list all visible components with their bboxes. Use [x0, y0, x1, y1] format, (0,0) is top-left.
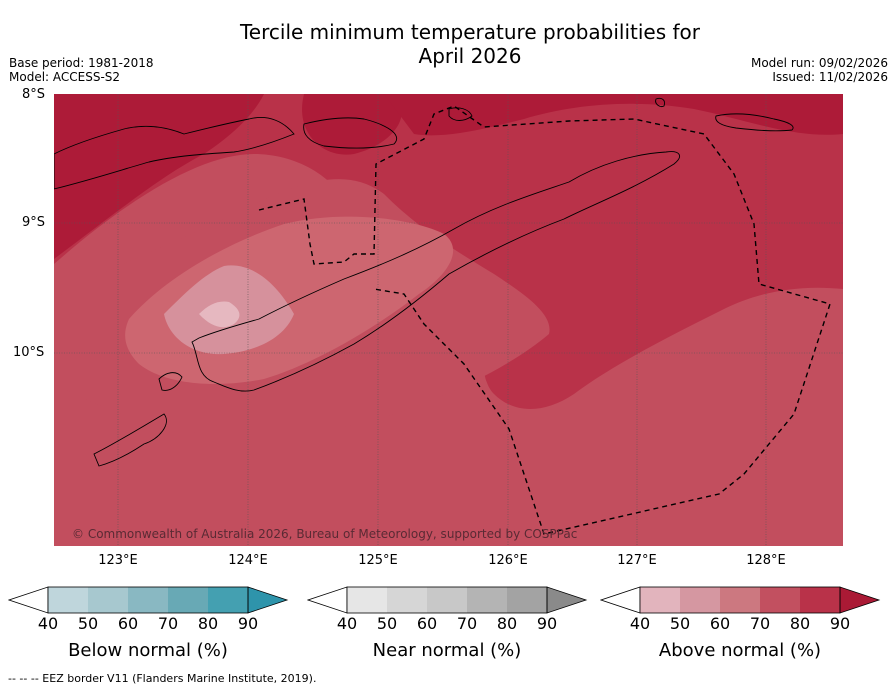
lat-label-10s: 10°S — [13, 345, 45, 360]
colorbar-above-under — [600, 586, 641, 614]
colorbar-near — [307, 586, 588, 614]
tick-above-80: 80 — [789, 614, 811, 633]
colorbar-below-bin-2 — [128, 587, 168, 613]
tick-near-90: 90 — [536, 614, 558, 633]
tick-above-60: 60 — [709, 614, 731, 633]
colorbar-above-over — [839, 586, 881, 614]
region-40-50 — [199, 301, 240, 328]
tick-below-70: 70 — [157, 614, 179, 633]
alor-coastline — [54, 117, 295, 190]
tick-near-60: 60 — [416, 614, 438, 633]
lon-label-127e: 127°E — [617, 553, 657, 568]
lon-label-123e: 123°E — [98, 553, 138, 568]
colorbar-near-bin-2 — [427, 587, 467, 613]
lon-label-128e: 128°E — [746, 553, 786, 568]
colorbar-above-bin-2 — [720, 587, 760, 613]
tick-above-90: 90 — [829, 614, 851, 633]
colorbar-below-over — [247, 586, 289, 614]
region-90-north — [302, 94, 402, 155]
region-90-northwest — [54, 94, 264, 259]
colorbar-near-bin-1 — [387, 587, 427, 613]
eez-border — [258, 105, 831, 535]
east-islands-coastline — [715, 113, 794, 132]
tick-above-50: 50 — [669, 614, 691, 633]
colorbar-above-outline — [639, 586, 841, 614]
colorbar-near-bin-4 — [507, 587, 547, 613]
lon-label-125e: 125°E — [358, 553, 398, 568]
tick-near-80: 80 — [496, 614, 518, 633]
colorbar-near-under — [307, 586, 348, 614]
tick-near-50: 50 — [376, 614, 398, 633]
tick-below-90: 90 — [237, 614, 259, 633]
tick-near-70: 70 — [456, 614, 478, 633]
issued-date: Issued: 11/02/2026 — [772, 70, 888, 84]
probability-map — [54, 94, 843, 546]
colorbar-below-under — [8, 586, 49, 614]
colorbar-near-bin-0 — [347, 587, 387, 613]
colorbar-below — [8, 586, 289, 614]
colorbar-below-bin-0 — [48, 587, 88, 613]
colorbar-below-bin-3 — [168, 587, 208, 613]
colorbar-above — [600, 586, 881, 614]
lon-label-126e: 126°E — [488, 553, 528, 568]
colorbar-above-bin-3 — [760, 587, 800, 613]
colorbar-below-outline — [47, 586, 249, 614]
copyright-notice: © Commonwealth of Australia 2026, Bureau… — [72, 527, 578, 541]
colorbar-near-bin-3 — [467, 587, 507, 613]
colorbar-below-bin-1 — [88, 587, 128, 613]
region-90-northeast — [384, 94, 843, 136]
tick-above-70: 70 — [749, 614, 771, 633]
eez-note: -- -- -- EEZ border V11 (Flanders Marine… — [8, 672, 317, 685]
lat-label-9s: 9°S — [22, 215, 46, 230]
timor-coastline — [191, 151, 680, 392]
small-island-coastline — [655, 97, 665, 107]
colorbar-near-outline — [346, 586, 548, 614]
tick-below-50: 50 — [77, 614, 99, 633]
tick-below-40: 40 — [37, 614, 59, 633]
tick-below-80: 80 — [197, 614, 219, 633]
sawu-coastline — [93, 413, 167, 467]
title-line-2: April 2026 — [418, 44, 522, 68]
gridlines — [54, 94, 843, 546]
atauro-coastline — [448, 107, 473, 121]
meta-left: Base period: 1981-2018 Model: ACCESS-S2 — [9, 56, 154, 84]
legend-below-label: Below normal (%) — [68, 640, 228, 661]
model-run: Model run: 09/02/2026 — [750, 56, 888, 70]
tick-above-40: 40 — [629, 614, 651, 633]
colorbar-above-bin-1 — [680, 587, 720, 613]
model-name: Model: ACCESS-S2 — [9, 70, 121, 84]
tick-near-40: 40 — [336, 614, 358, 633]
lat-label-8s: 8°S — [22, 87, 46, 102]
meta-right: Model run: 09/02/2026 Issued: 11/02/2026 — [751, 56, 888, 84]
wetar-coastline — [303, 117, 397, 149]
base-period: Base period: 1981-2018 — [9, 56, 154, 70]
map-title: Tercile minimum temperature probabilitie… — [0, 20, 896, 68]
colorbar-below-bin-4 — [208, 587, 248, 613]
colorbar-above-bin-4 — [800, 587, 840, 613]
tick-below-60: 60 — [117, 614, 139, 633]
title-line-1: Tercile minimum temperature probabilitie… — [239, 20, 701, 44]
colorbar-near-over — [546, 586, 588, 614]
lon-label-124e: 124°E — [228, 553, 268, 568]
rote-coastline — [158, 372, 183, 391]
colorbar-above-bin-0 — [640, 587, 680, 613]
legend-near-label: Near normal (%) — [372, 640, 522, 661]
legend-above-label: Above normal (%) — [658, 640, 822, 661]
